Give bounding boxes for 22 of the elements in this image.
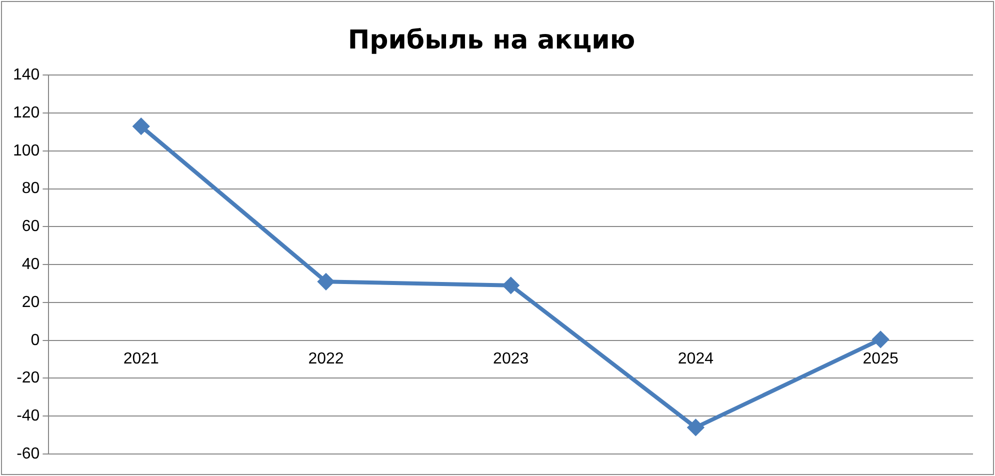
- point: [872, 331, 889, 348]
- y-tick-label: 140: [12, 66, 40, 84]
- x-tick-label: 2023: [493, 350, 529, 368]
- x-tick-label: 2025: [862, 350, 898, 368]
- y-tick-label: -40: [16, 408, 40, 425]
- y-tick-label: 40: [22, 256, 40, 274]
- x-tick-label: 2024: [678, 350, 714, 368]
- point: [318, 274, 334, 290]
- y-tick-label: -60: [16, 445, 40, 462]
- point: [502, 277, 519, 294]
- y-tick-label: -20: [16, 370, 40, 387]
- point: [688, 419, 704, 436]
- point: [133, 118, 150, 134]
- chart-title: Прибыль на акцию: [348, 25, 636, 56]
- y-tick-label: 120: [12, 104, 40, 122]
- x-tick-label: 2021: [123, 350, 160, 368]
- x-tick-label: 2022: [308, 350, 344, 368]
- y-tick-label: 60: [22, 218, 40, 236]
- y-tick-label: 0: [30, 332, 40, 349]
- y-tick-label: 20: [22, 294, 40, 311]
- y-tick-label: 100: [12, 142, 40, 160]
- y-tick-label: 80: [22, 180, 40, 198]
